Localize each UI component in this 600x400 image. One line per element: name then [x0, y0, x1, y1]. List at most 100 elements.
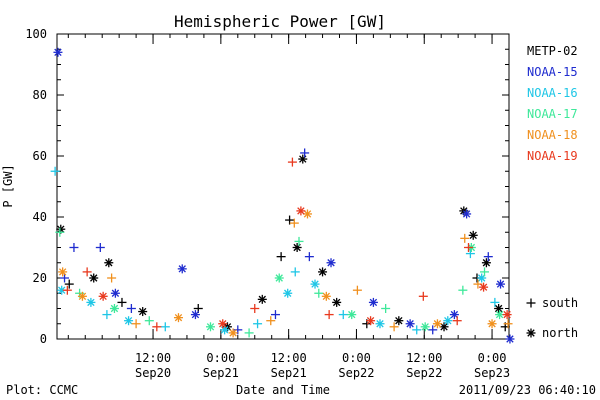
y-tick-label: 80 [33, 88, 47, 102]
data-point [428, 325, 438, 335]
data-point [290, 267, 300, 277]
data-point [294, 236, 304, 246]
data-point [233, 325, 243, 335]
data-point [152, 322, 162, 332]
legend: METP-02 NOAA-15 NOAA-16 NOAA-17 NOAA-18 NOAA-… [527, 44, 578, 163]
x-tick-label: 12:00 [135, 351, 171, 365]
data-point [64, 279, 74, 289]
x-tick-date-label: Sep21 [271, 366, 307, 380]
legend-entry: NOAA-15 [527, 65, 578, 79]
data-point [298, 154, 308, 164]
data-point [502, 310, 512, 320]
data-point [332, 297, 342, 307]
data-point [503, 319, 513, 329]
data-point [347, 310, 357, 320]
data-point [292, 243, 302, 252]
data-point [69, 243, 79, 252]
data-point [289, 218, 299, 228]
data-point [300, 148, 310, 158]
x-tick-label: 0:00 [478, 351, 507, 365]
data-point [468, 230, 478, 240]
data-point [439, 322, 449, 332]
data-point [496, 279, 506, 289]
data-point [487, 319, 497, 329]
data-point [253, 319, 263, 329]
data-point [266, 316, 276, 326]
x-tick-date-label: Sep22 [338, 366, 374, 380]
data-point [283, 288, 293, 298]
data-point [205, 322, 215, 332]
marker-legend-label: north [542, 326, 578, 340]
data-point [505, 334, 515, 344]
plot-frame [56, 33, 510, 340]
data-point [368, 297, 378, 307]
data-point [138, 307, 148, 317]
data-point [86, 297, 96, 307]
chart-title: Hemispheric Power [GW] [174, 12, 386, 31]
data-point [124, 316, 134, 326]
y-tick-label: 100 [25, 27, 47, 41]
data-point [481, 258, 491, 268]
data-point [494, 304, 504, 313]
data-point [465, 249, 475, 259]
data-point [285, 215, 295, 225]
y-tick-label: 0 [40, 332, 47, 346]
data-point [173, 313, 183, 323]
data-point [314, 288, 324, 298]
data-point [420, 322, 430, 332]
footer-left: Plot: CCMC [6, 383, 78, 397]
data-point [412, 325, 422, 335]
data-point [326, 258, 336, 268]
data-point [287, 157, 297, 167]
data-point [55, 227, 65, 237]
data-point [443, 316, 453, 326]
legend-entry: NOAA-17 [527, 107, 578, 121]
data-point [89, 273, 99, 283]
x-tick-label: 0:00 [206, 351, 235, 365]
data-point [144, 316, 154, 326]
data-point [60, 273, 70, 283]
data-point [477, 273, 487, 283]
data-point [310, 279, 320, 289]
data-points [50, 47, 515, 344]
data-point [77, 291, 87, 301]
y-tick-label: 20 [33, 271, 47, 285]
data-point [324, 310, 334, 320]
x-tick-label: 0:00 [342, 351, 371, 365]
legend-entry: NOAA-18 [527, 128, 578, 142]
data-point [296, 206, 306, 216]
x-tick-date-label: Sep22 [406, 366, 442, 380]
data-point [352, 285, 362, 295]
data-point [381, 304, 391, 313]
data-point [458, 285, 468, 295]
data-point [53, 47, 63, 57]
data-point [452, 316, 462, 326]
data-point [228, 328, 238, 338]
data-point [483, 252, 493, 262]
data-point [58, 267, 68, 277]
data-point [109, 304, 119, 313]
data-point [190, 310, 200, 320]
legend-entry: NOAA-19 [527, 149, 578, 163]
data-point [318, 267, 328, 277]
data-point [479, 282, 489, 292]
data-point [460, 233, 470, 243]
data-point [389, 322, 399, 332]
x-axis-label: Date and Time [236, 383, 330, 397]
x-tick-date-label: Sep23 [474, 366, 510, 380]
data-point [218, 319, 228, 329]
y-axis: 0 20 40 60 80 100 [25, 27, 509, 346]
data-point [131, 319, 141, 329]
x-tick-label: 12:00 [406, 351, 442, 365]
marker-legend: south north [526, 296, 578, 340]
data-point [495, 310, 505, 320]
data-point [480, 267, 490, 277]
marker-legend-label: south [542, 296, 578, 310]
data-point [98, 291, 108, 301]
data-point [62, 285, 72, 295]
legend-entry: METP-02 [527, 44, 578, 58]
data-point [126, 304, 136, 313]
data-point [490, 297, 500, 307]
legend-entry: NOAA-16 [527, 86, 578, 100]
